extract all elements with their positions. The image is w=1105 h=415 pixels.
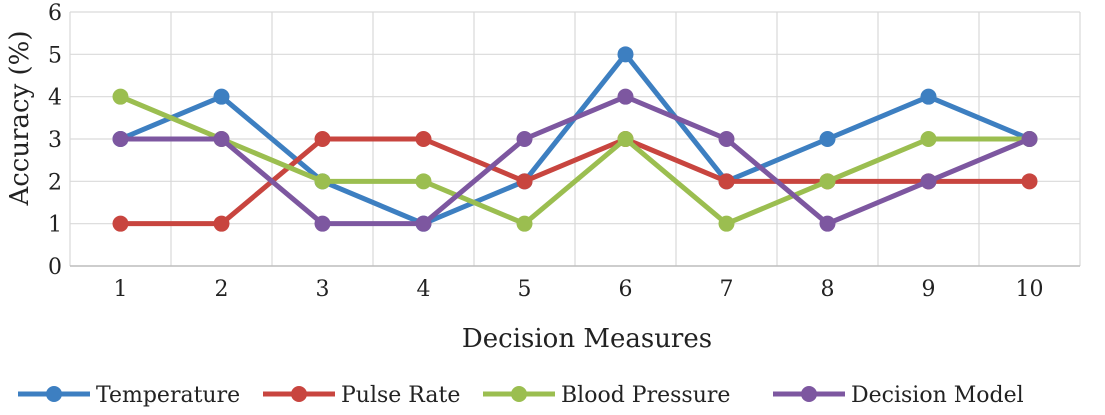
data-point	[1021, 173, 1038, 190]
legend-item: Blood Pressure	[483, 383, 730, 408]
legend-label: Temperature	[96, 383, 240, 408]
y-tick-label: 6	[48, 1, 62, 26]
data-point	[819, 215, 836, 232]
data-point	[213, 88, 230, 105]
x-tick-label: 1	[114, 277, 128, 302]
data-point	[314, 131, 331, 147]
legend: Temperature Pulse Rate Blood Pressure Decis…	[18, 383, 1024, 408]
y-tick-label: 3	[48, 128, 62, 153]
legend-swatch-marker	[46, 386, 62, 402]
x-tick-label: 5	[518, 277, 532, 302]
data-point	[213, 131, 230, 147]
series-layer	[112, 46, 1038, 232]
data-point	[516, 173, 533, 190]
x-axis-ticks: 1 2 3 4 5 6 7 8 9 10	[114, 277, 1044, 302]
x-tick-label: 6	[619, 277, 633, 302]
legend-item: Temperature	[18, 383, 240, 408]
y-tick-label: 0	[48, 255, 62, 280]
legend-swatch-marker	[291, 386, 307, 402]
x-tick-label: 7	[720, 277, 734, 302]
series-line	[118, 94, 1032, 227]
data-point	[920, 173, 937, 190]
legend-label: Decision Model	[851, 383, 1024, 408]
data-point	[415, 173, 432, 190]
legend-label: Pulse Rate	[341, 383, 460, 408]
y-axis-title: Accuracy (%)	[5, 30, 35, 206]
legend-swatch-marker	[801, 386, 817, 402]
data-point	[718, 131, 735, 147]
data-point	[516, 131, 533, 147]
data-point	[920, 88, 937, 105]
data-point	[314, 173, 331, 190]
data-point	[112, 88, 129, 105]
data-point	[617, 88, 634, 105]
data-point	[617, 46, 634, 63]
data-point	[213, 215, 230, 232]
y-tick-label: 4	[48, 86, 62, 111]
x-tick-label: 3	[316, 277, 330, 302]
y-tick-label: 2	[48, 170, 62, 195]
data-point	[112, 131, 129, 147]
legend-item: Decision Model	[773, 383, 1024, 408]
grid	[69, 11, 1081, 267]
legend-item: Pulse Rate	[263, 383, 460, 408]
data-point	[415, 131, 432, 147]
x-tick-label: 2	[215, 277, 229, 302]
legend-label: Blood Pressure	[561, 383, 730, 408]
data-point	[617, 131, 634, 147]
data-point	[819, 131, 836, 147]
data-point	[112, 215, 129, 232]
x-tick-label: 8	[821, 277, 835, 302]
data-point	[415, 215, 432, 232]
data-point	[1021, 131, 1038, 147]
series-decision-model	[112, 88, 1038, 232]
series-blood-pressure	[112, 88, 1038, 232]
data-point	[819, 173, 836, 190]
x-tick-label: 9	[922, 277, 936, 302]
data-point	[920, 131, 937, 147]
data-point	[314, 215, 331, 232]
y-tick-label: 5	[48, 43, 62, 68]
y-tick-label: 1	[48, 213, 62, 238]
data-point	[718, 173, 735, 190]
x-tick-label: 10	[1016, 277, 1044, 302]
y-axis-ticks: 0 1 2 3 4 5 6	[48, 1, 62, 280]
data-point	[718, 215, 735, 232]
data-point	[516, 215, 533, 232]
legend-swatch-marker	[511, 386, 527, 402]
x-tick-label: 4	[417, 277, 431, 302]
series-line	[118, 94, 1032, 227]
x-axis-title: Decision Measures	[462, 324, 712, 354]
